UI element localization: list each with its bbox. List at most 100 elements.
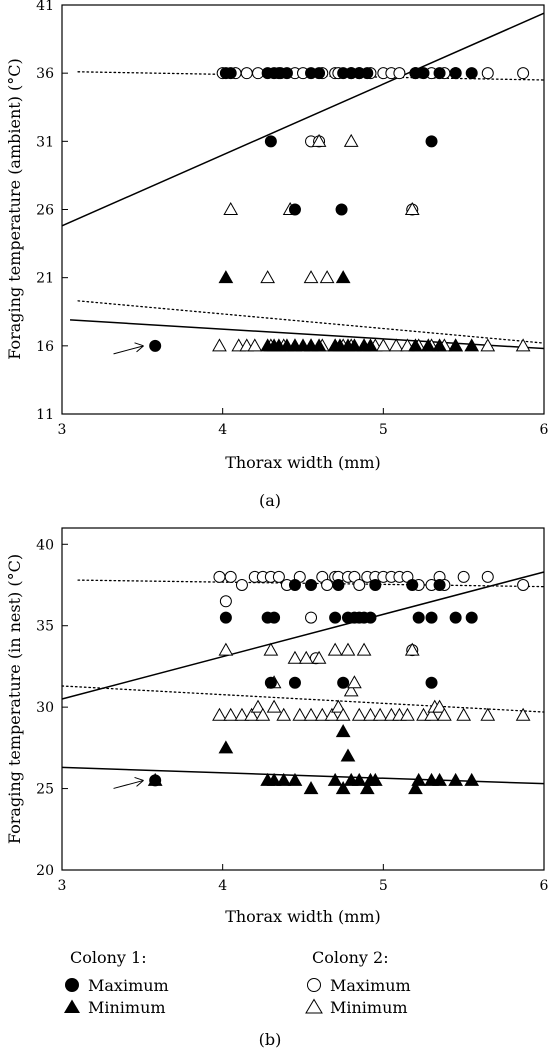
panel-a-c2min-point [303,270,319,284]
panel-a-c2max-point [481,67,494,80]
panel-a-c1min-point [335,270,351,284]
panel-a-y-tick-label: 41 [36,0,54,14]
panel-a-solid-trend-line [69,319,545,350]
panel-a-x-tick-label: 6 [540,422,549,438]
panel-b-c1max-point [264,676,277,689]
panel-b-c1max-point [268,611,281,624]
panel-b-c1min-point [327,772,343,786]
panel-b-c2min-point [314,707,330,721]
legend-colony1-title: Colony 1: [70,948,147,967]
panel-b-c2min-point [324,707,340,721]
panel-a-c1max-point [264,135,277,148]
panel-b-x-axis-label: Thorax width (mm) [225,907,381,926]
panel-a-c1min-point [420,338,436,352]
panel-b-c2min-point [363,707,378,721]
panel-b-c1max-point [369,579,382,591]
panel-b-c1min-point [408,781,423,795]
panel-b-c2max-point [235,579,248,591]
panel-b-c2max-point [224,570,237,583]
panel-b-c2min-point [343,683,359,697]
panel-b-x-tick-label: 6 [540,878,549,894]
panel-b-c1max-point [288,676,301,689]
panel-a-dotted-trend-line [77,71,545,81]
panel-b-c1max-point [406,579,419,591]
panel-b-c2min-point [356,642,372,656]
panel-a-solid-trend-line [61,12,545,227]
panel-b-c2min-point [372,707,388,721]
panel-a-x-tick-label: 5 [379,422,388,438]
panel-b-c1max-point [288,579,301,591]
panel-b-c1min-point [266,772,282,786]
panel-b-regression-lines [61,571,545,785]
panel-b-c2min-point [432,699,447,713]
panel-b-c1min-point [335,724,351,738]
legend-c1-min-label: Minimum [88,998,166,1017]
panel-a-c1min-point [408,338,423,352]
panel-b-c2max-point [219,595,232,608]
panel-b-c2min-point [480,707,496,721]
panel-a-c2min-point [515,338,531,352]
panel-a-x-axis-label: Thorax width (mm) [225,453,381,472]
panel-b-c2min-point [263,642,279,656]
panel-b-c2min-point [437,707,452,721]
panel-a-c1max-point [449,67,462,80]
panel-b-c1max-point [364,611,377,624]
panel-b-c2min-point [244,707,259,721]
panel-b-c2min-point [330,699,346,713]
panel-b-c2min-point [234,707,250,721]
panel-b-c1min-point [287,772,303,786]
panel-a-c2min-point [212,338,227,352]
panel-b-c2min-point [250,699,266,713]
panel-b-y-axis-label: Foraging temperature (in nest) (°C) [5,554,24,844]
panel-b-c1max-point [219,611,232,624]
panel-b-x-tick-label: 3 [58,878,67,894]
panel-b-axis-ticks: 3 4 5 6 20 25 30 35 40 [36,537,548,894]
panel-a-pointer-arrow [113,342,144,355]
panel-b-y-tick-label: 20 [36,863,54,879]
panel-b-c1min-point [432,772,447,786]
panel-b-c2min-point [311,650,327,664]
panel-b-c1min-point [448,772,463,786]
panel-b-c2min-point [303,707,319,721]
panel-b-y-tick-label: 35 [36,619,54,635]
panel-b-c2max-point [353,579,366,591]
panel-a-y-tick-label: 36 [36,66,54,82]
panel-b-c2min-point [327,642,343,656]
panel-b-c1min-point [464,772,480,786]
panel-b-c1min-point [335,781,351,795]
panel-b-c1min-point [351,772,367,786]
panel-b-y-tick-label: 30 [36,700,54,716]
panel-b-x-tick-label: 5 [379,878,388,894]
panel-b-c1max-point [337,676,350,689]
legend-c1-max-marker [65,978,79,992]
panel-b-y-tick-label: 40 [36,537,54,553]
panel-a-c1min-point [363,338,378,352]
panel-a-c2min-point [375,338,391,352]
panel-a-axis-ticks: 3 4 5 6 11 16 21 26 31 36 41 [36,0,548,438]
panel-b-c2min-point [400,707,415,721]
panel-a-y-tick-label: 26 [36,203,54,219]
panel-a-c1min-point [311,338,327,352]
panel-b-x-tick-label: 4 [218,878,227,894]
panel-b-c1max-point [425,676,438,689]
panel-a-c2min-point [260,270,276,284]
panel-a-c2min-point [480,338,496,352]
panel-b-c2min-point [347,675,362,689]
panel-a-c2min-point [247,338,263,352]
panel-a-c1min-point [464,338,480,352]
legend-c2-min-label: Minimum [330,998,408,1017]
panel-a-c1min-point [448,338,463,352]
panel-b-c2min-point [515,707,531,721]
panel-a-y-tick-label: 16 [36,339,54,355]
panel-b-c2min-point [424,707,439,721]
panel-b-dotted-trend-line [61,685,545,713]
panel-b-pointer-arrow [113,776,144,789]
panel-a-label: (a) [259,491,281,510]
panel-a-c1max-point [280,67,293,80]
legend-c1-min-marker [64,999,80,1013]
panel-b-c2min-point [404,642,420,656]
panel-b: 3 4 5 6 20 25 30 35 40 Thorax width (mm) Foragin… [5,527,549,1049]
panel-b-c2min-point [456,707,472,721]
panel-a-c1max-point [335,203,348,216]
panel-a-regression-lines [61,12,545,350]
